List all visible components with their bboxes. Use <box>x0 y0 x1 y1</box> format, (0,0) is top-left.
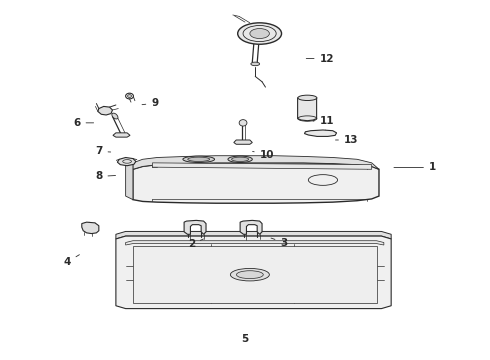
Polygon shape <box>125 241 384 245</box>
Polygon shape <box>113 133 130 137</box>
Text: 13: 13 <box>336 135 359 145</box>
Polygon shape <box>240 220 262 234</box>
Text: 4: 4 <box>64 255 79 267</box>
Text: 3: 3 <box>271 238 288 248</box>
Polygon shape <box>304 130 337 136</box>
Ellipse shape <box>298 95 317 100</box>
Ellipse shape <box>232 157 248 161</box>
Polygon shape <box>152 163 372 169</box>
Ellipse shape <box>251 62 260 66</box>
Polygon shape <box>116 231 391 239</box>
Polygon shape <box>297 98 317 121</box>
Text: 7: 7 <box>95 147 111 157</box>
Ellipse shape <box>228 156 252 162</box>
Polygon shape <box>234 140 252 144</box>
Polygon shape <box>133 246 376 303</box>
Ellipse shape <box>250 28 270 39</box>
Polygon shape <box>98 107 113 115</box>
Text: 9: 9 <box>142 98 158 108</box>
Polygon shape <box>82 222 99 234</box>
Ellipse shape <box>188 157 210 161</box>
Polygon shape <box>133 163 379 203</box>
Text: 8: 8 <box>95 171 116 181</box>
Ellipse shape <box>239 120 247 126</box>
Text: 1: 1 <box>394 162 436 172</box>
Text: 6: 6 <box>74 118 94 128</box>
Text: 12: 12 <box>306 54 334 64</box>
Polygon shape <box>125 163 133 200</box>
Text: 2: 2 <box>188 239 203 249</box>
Text: 11: 11 <box>313 116 334 126</box>
Ellipse shape <box>230 269 270 281</box>
Ellipse shape <box>112 113 118 119</box>
Text: 5: 5 <box>242 334 248 344</box>
Ellipse shape <box>127 95 131 98</box>
Ellipse shape <box>183 156 215 162</box>
Text: 10: 10 <box>252 150 274 160</box>
Polygon shape <box>116 236 391 309</box>
Ellipse shape <box>237 271 263 279</box>
Polygon shape <box>184 220 206 234</box>
Ellipse shape <box>238 23 282 44</box>
Polygon shape <box>117 157 136 166</box>
Polygon shape <box>133 156 379 169</box>
